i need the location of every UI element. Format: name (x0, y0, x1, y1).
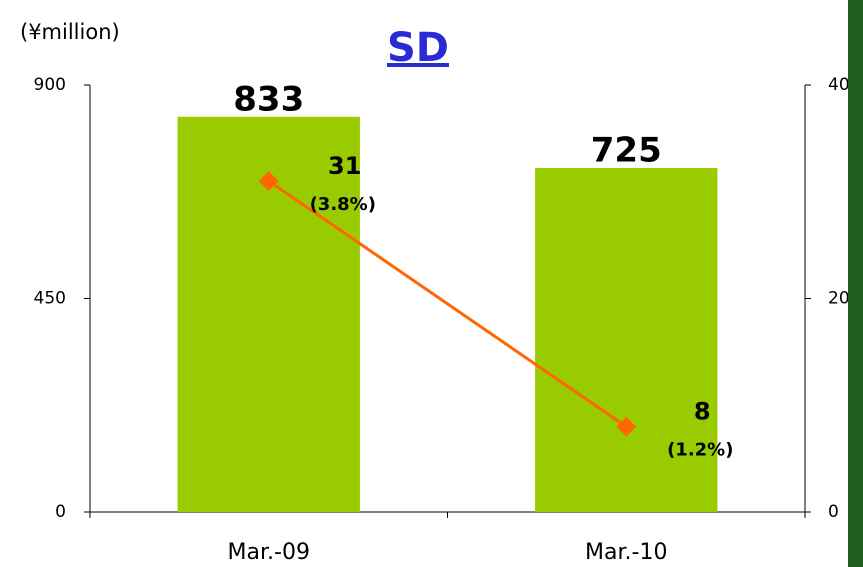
bar-value-label: 833 (233, 79, 304, 119)
x-tick-label: Mar.-09 (228, 540, 310, 565)
y-tick-label: 900 (34, 75, 66, 95)
y-axis-label: (¥million) (20, 20, 120, 44)
y-tick-label: 0 (55, 502, 66, 522)
annotation: (3.8%) (310, 194, 376, 215)
annotation: (1.2%) (667, 440, 733, 461)
line-marker (616, 416, 637, 437)
y2-tick-label: 20 (828, 289, 850, 309)
bar-value-label: 725 (591, 131, 662, 171)
y-tick-label: 450 (34, 289, 66, 309)
line-value-label: 8 (694, 398, 711, 426)
x-tick-label: Mar.-10 (585, 540, 667, 565)
line-marker (258, 171, 279, 191)
side-strip (848, 0, 863, 567)
bar (535, 168, 718, 512)
line-value-label: 31 (328, 152, 361, 180)
y2-tick-label: 40 (828, 75, 850, 95)
y2-tick-label: 0 (828, 502, 839, 522)
chart-title: SD (387, 25, 449, 71)
line (267, 179, 628, 428)
